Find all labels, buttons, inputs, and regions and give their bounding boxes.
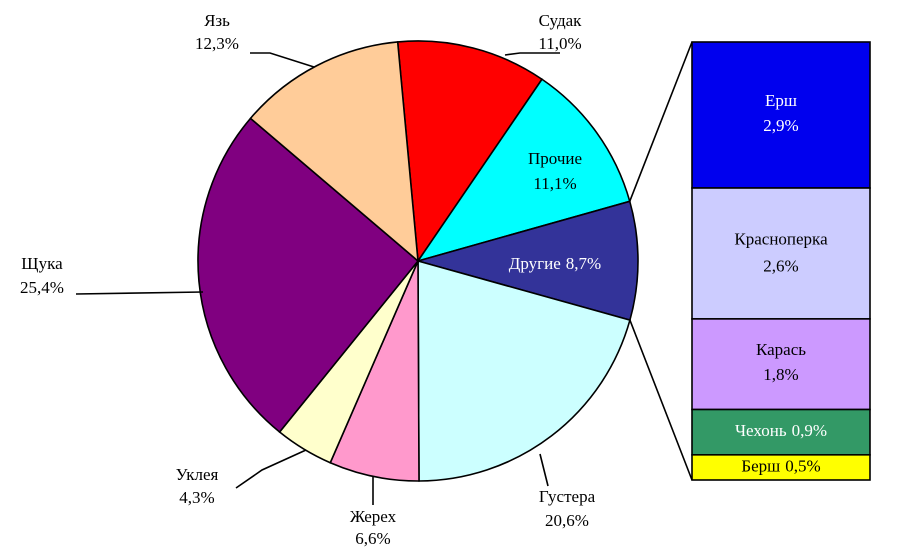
bar-segment	[691, 318, 871, 411]
leader-line	[235, 449, 307, 489]
label-name: Другие	[509, 254, 561, 273]
label-name: Красноперка	[734, 229, 828, 248]
pie-slice	[415, 200, 639, 322]
label-name: Щука	[21, 254, 63, 273]
pie-slice	[249, 41, 419, 263]
label-name: Ерш	[765, 91, 797, 110]
leader-line	[504, 52, 560, 56]
leader-line	[75, 291, 204, 295]
slice-label: Язь 12,3%	[195, 11, 239, 53]
bar-label: Карась 1,8%	[756, 340, 806, 384]
slice-label: Уклея 4,3%	[176, 465, 219, 507]
leader-line	[539, 453, 549, 487]
slice-label: Щука 25,4%	[20, 254, 64, 297]
pie-slice	[396, 40, 544, 264]
label-name: Судак	[539, 11, 583, 30]
slice-label: Густера 20,6%	[539, 487, 596, 530]
label-name: Чехонь	[735, 421, 787, 440]
bar-label: Красноперка 2,6%	[734, 229, 828, 275]
connector-line	[629, 319, 693, 481]
label-value: 11,1%	[533, 174, 576, 193]
pie-slice	[417, 259, 631, 482]
label-name: Прочие	[528, 149, 582, 168]
label-name: Карась	[756, 340, 806, 359]
slice-label: Судак 11,0%	[538, 11, 582, 53]
label-value: 2,9%	[763, 116, 798, 135]
label-value: 8,7%	[566, 254, 601, 273]
label-value: 6,6%	[355, 529, 390, 548]
label-value: 20,6%	[545, 511, 589, 530]
label-name: Уклея	[176, 465, 219, 484]
label-value: 1,8%	[763, 365, 798, 384]
label-value: 12,3%	[195, 34, 239, 53]
bar-label: Чехонь 0,9%	[735, 421, 827, 440]
label-name: Жерех	[350, 507, 397, 526]
label-name: Берш	[741, 456, 780, 475]
slice-label: Другие 8,7%	[509, 254, 601, 273]
label-name: Язь	[204, 11, 230, 30]
label-value: 4,3%	[179, 488, 214, 507]
label-value: 25,4%	[20, 278, 64, 297]
slice-label: Жерех 6,6%	[350, 507, 397, 548]
label-value: 0,5%	[785, 456, 820, 475]
leader-line	[250, 52, 315, 68]
label-value: 0,9%	[792, 421, 827, 440]
bar-label: Берш 0,5%	[741, 456, 820, 475]
label-name: Густера	[539, 487, 596, 506]
bar-segment	[691, 454, 871, 481]
connector-line	[629, 41, 693, 202]
slice-label: Прочие 11,1%	[528, 149, 582, 193]
bar-segment	[691, 187, 871, 320]
bar-label: Ерш 2,9%	[763, 91, 798, 135]
label-value: 11,0%	[538, 34, 581, 53]
pie-slice	[197, 117, 420, 434]
label-value: 2,6%	[763, 256, 798, 275]
